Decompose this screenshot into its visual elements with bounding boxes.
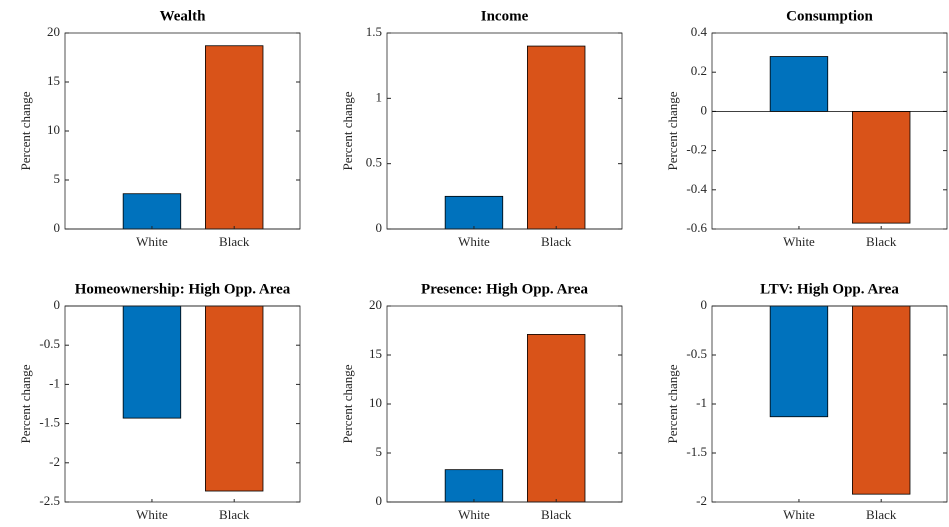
axes-box: [386, 32, 623, 230]
y-tick-label: -1: [696, 395, 707, 410]
y-tick-label: 15: [369, 346, 382, 361]
bar: [205, 305, 264, 492]
y-tick-label: -1.5: [39, 415, 60, 430]
chart-title: Income: [481, 8, 529, 24]
y-axis-label: Percent change: [18, 91, 33, 170]
y-tick-label: -1: [49, 375, 60, 390]
bar: [444, 195, 504, 230]
x-tick-label: Black: [219, 507, 250, 522]
bar: [122, 193, 182, 230]
chart-title: Wealth: [160, 8, 206, 24]
bar: [852, 305, 911, 495]
y-tick-label: 10: [47, 122, 60, 137]
x-tick-label: Black: [541, 234, 572, 249]
y-tick-label: -2: [49, 454, 60, 469]
axes-box: [711, 305, 948, 503]
y-tick-label: 5: [54, 171, 61, 186]
axes-box: [64, 32, 301, 230]
y-tick-label: 5: [376, 444, 383, 459]
y-tick-label: -2: [696, 493, 707, 508]
y-tick-label: 15: [47, 73, 60, 88]
y-tick-label: 0.5: [366, 155, 382, 170]
bar: [205, 45, 264, 230]
y-tick-label: -0.2: [686, 142, 707, 157]
y-tick-label: 0.4: [691, 24, 708, 39]
bar: [769, 305, 829, 418]
x-tick-label: White: [458, 234, 490, 249]
y-tick-label: -1.5: [686, 444, 707, 459]
y-tick-label: -0.6: [686, 220, 707, 235]
y-tick-label: 0.2: [691, 63, 707, 78]
axes-box: [386, 305, 623, 503]
y-tick-label: 20: [47, 24, 60, 39]
y-tick-label: -2.5: [39, 493, 60, 508]
chart-title: Consumption: [786, 8, 873, 24]
bar: [852, 111, 911, 224]
x-tick-label: Black: [866, 507, 897, 522]
x-tick-label: White: [783, 234, 815, 249]
y-tick-label: 0: [376, 493, 383, 508]
y-tick-label: 0: [376, 220, 383, 235]
y-tick-label: -0.4: [686, 181, 707, 196]
bar: [444, 469, 504, 503]
y-axis-label: Percent change: [665, 364, 680, 443]
bar: [527, 334, 586, 503]
y-tick-label: 0: [701, 102, 708, 117]
y-axis-label: Percent change: [18, 364, 33, 443]
x-tick-label: White: [136, 234, 168, 249]
y-axis-label: Percent change: [340, 91, 355, 170]
y-tick-label: -0.5: [39, 336, 60, 351]
chart-title: LTV: High Opp. Area: [760, 281, 899, 297]
x-tick-label: Black: [219, 234, 250, 249]
axes-box: [64, 305, 301, 503]
y-tick-label: 1.5: [366, 24, 382, 39]
bar: [527, 45, 586, 230]
bar: [122, 305, 182, 419]
y-axis-label: Percent change: [665, 91, 680, 170]
chart-title: Homeownership: High Opp. Area: [75, 281, 291, 297]
x-tick-label: Black: [866, 234, 897, 249]
y-tick-label: -0.5: [686, 346, 707, 361]
y-tick-label: 10: [369, 395, 382, 410]
x-tick-label: White: [458, 507, 490, 522]
chart-title: Presence: High Opp. Area: [421, 281, 588, 297]
y-tick-label: 0: [54, 220, 61, 235]
x-tick-label: Black: [541, 507, 572, 522]
bar: [769, 56, 829, 112]
x-tick-label: White: [136, 507, 168, 522]
x-tick-label: White: [783, 507, 815, 522]
axes-box: [711, 32, 948, 230]
y-tick-label: 1: [376, 89, 383, 104]
y-tick-label: 20: [369, 297, 382, 312]
y-tick-label: 0: [701, 297, 708, 312]
y-axis-label: Percent change: [340, 364, 355, 443]
y-tick-label: 0: [54, 297, 61, 312]
